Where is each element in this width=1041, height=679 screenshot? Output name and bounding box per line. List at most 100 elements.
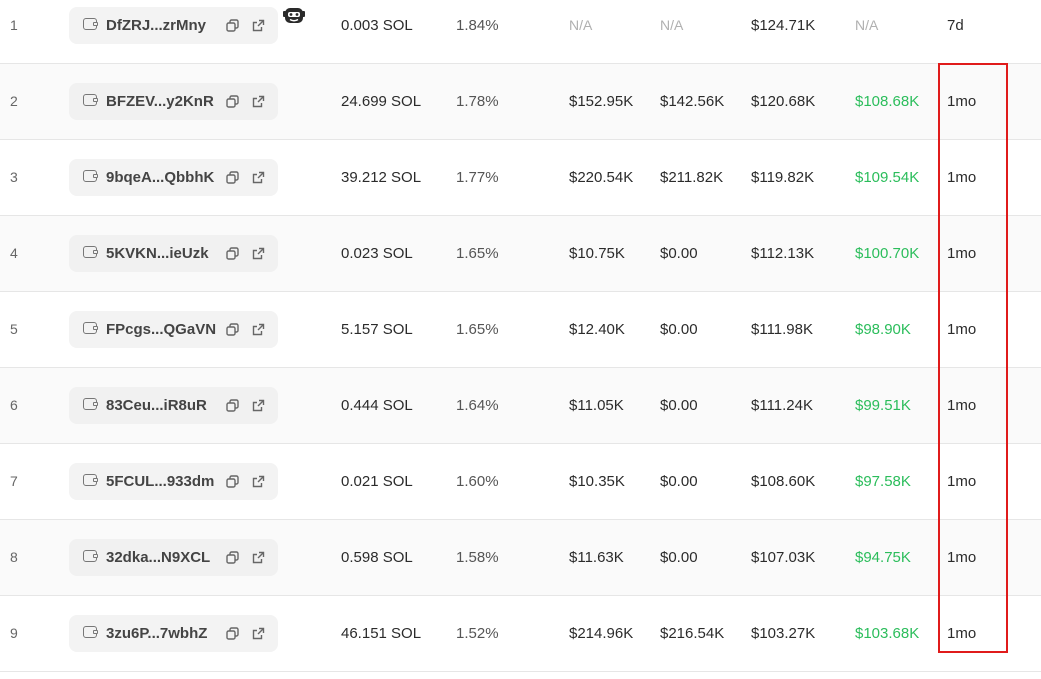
sold-value: $0.00 (660, 397, 698, 414)
wallet-address[interactable]: 5FCUL...933dm (106, 473, 215, 490)
wallet-icon (83, 18, 98, 30)
holding-value: $111.98K (751, 321, 813, 338)
table-row[interactable]: 3 9bqeA...QbbhK 39.212 SOL 1.77% $220.54K $21… (0, 140, 1041, 216)
bought-value: $152.95K (569, 93, 634, 110)
copy-icon[interactable] (226, 171, 239, 184)
external-link-icon[interactable] (252, 247, 265, 260)
wallet-icon (83, 246, 98, 258)
bought-value: $11.63K (569, 549, 624, 566)
bot-icon (283, 4, 305, 26)
wallet-address[interactable]: 83Ceu...iR8uR (106, 397, 207, 414)
holding-percent: 1.84% (456, 17, 499, 34)
copy-icon[interactable] (226, 551, 239, 564)
copy-icon[interactable] (226, 19, 239, 32)
age-value: 1mo (947, 397, 977, 414)
holding-value: $120.68K (751, 93, 816, 110)
age-value: 7d (947, 17, 964, 34)
external-link-icon[interactable] (252, 475, 265, 488)
wallet-address-chip[interactable]: FPcgs...QGaVN (69, 311, 278, 348)
wallet-address[interactable]: 32dka...N9XCL (106, 549, 211, 566)
wallet-address[interactable]: BFZEV...y2KnR (106, 93, 214, 110)
holding-percent: 1.52% (456, 625, 499, 642)
table-row[interactable]: 1 DfZRJ...zrMny 0.003 SOL 1.84% N/A N/A $124.7… (0, 0, 1041, 64)
holding-percent: 1.60% (456, 473, 499, 490)
wallet-icon (83, 94, 98, 106)
wallet-address-chip[interactable]: 9bqeA...QbbhK (69, 159, 278, 196)
copy-icon[interactable] (226, 475, 239, 488)
wallet-icon (83, 398, 98, 410)
wallet-address[interactable]: FPcgs...QGaVN (106, 321, 217, 338)
pnl-value: $103.68K (855, 625, 920, 642)
wallet-address-chip[interactable]: BFZEV...y2KnR (69, 83, 278, 120)
pnl-value: $98.90K (855, 321, 911, 338)
holding-percent: 1.64% (456, 397, 499, 414)
holding-value: $108.60K (751, 473, 816, 490)
rank-cell: 8 (10, 549, 18, 565)
copy-icon[interactable] (226, 399, 239, 412)
rank-cell: 4 (10, 245, 18, 261)
sol-balance: 46.151 SOL (341, 625, 422, 642)
copy-icon[interactable] (226, 95, 239, 108)
external-link-icon[interactable] (252, 399, 265, 412)
table-row[interactable]: 2 BFZEV...y2KnR 24.699 SOL 1.78% $152.95K $14… (0, 64, 1041, 140)
sold-value: $211.82K (660, 169, 724, 186)
sol-balance: 0.598 SOL (341, 549, 413, 566)
table-row[interactable]: 6 83Ceu...iR8uR 0.444 SOL 1.64% $11.05K $0.00… (0, 368, 1041, 444)
age-value: 1mo (947, 169, 977, 186)
rank-cell: 1 (10, 17, 18, 33)
rank-cell: 9 (10, 625, 18, 641)
table-row[interactable]: 7 5FCUL...933dm 0.021 SOL 1.60% $10.35K $0.00… (0, 444, 1041, 520)
holding-percent: 1.65% (456, 321, 499, 338)
table-row[interactable]: 4 5KVKN...ieUzk 0.023 SOL 1.65% $10.75K $0.00… (0, 216, 1041, 292)
wallet-address[interactable]: 3zu6P...7wbhZ (106, 625, 208, 642)
sol-balance: 0.003 SOL (341, 17, 413, 34)
wallet-address-chip[interactable]: DfZRJ...zrMny (69, 7, 278, 44)
copy-icon[interactable] (226, 247, 239, 260)
rank-cell: 3 (10, 169, 18, 185)
holding-percent: 1.65% (456, 245, 499, 262)
age-value: 1mo (947, 93, 977, 110)
sol-balance: 0.444 SOL (341, 397, 413, 414)
sold-value: $0.00 (660, 321, 698, 338)
external-link-icon[interactable] (252, 19, 265, 32)
sold-value: $0.00 (660, 245, 698, 262)
holding-percent: 1.77% (456, 169, 499, 186)
external-link-icon[interactable] (252, 323, 265, 336)
holding-value: $111.24K (751, 397, 813, 414)
pnl-value: $109.54K (855, 169, 920, 186)
copy-icon[interactable] (226, 323, 239, 336)
holding-percent: 1.78% (456, 93, 499, 110)
table-row[interactable]: 5 FPcgs...QGaVN 5.157 SOL 1.65% $12.40K $0.00… (0, 292, 1041, 368)
wallet-address[interactable]: 5KVKN...ieUzk (106, 245, 209, 262)
sold-value: N/A (660, 17, 684, 33)
pnl-value: $108.68K (855, 93, 920, 110)
pnl-value: $99.51K (855, 397, 911, 414)
wallet-address-chip[interactable]: 83Ceu...iR8uR (69, 387, 278, 424)
age-value: 1mo (947, 321, 977, 338)
pnl-value: $94.75K (855, 549, 911, 566)
bought-value: $10.75K (569, 245, 625, 262)
table-row[interactable]: 9 3zu6P...7wbhZ 46.151 SOL 1.52% $214.96K $21… (0, 596, 1041, 672)
external-link-icon[interactable] (252, 551, 265, 564)
external-link-icon[interactable] (252, 171, 265, 184)
wallet-icon (83, 322, 98, 334)
rank-cell: 7 (10, 473, 18, 489)
age-value: 1mo (947, 625, 977, 642)
wallet-address-chip[interactable]: 32dka...N9XCL (69, 539, 278, 576)
bought-value: N/A (569, 17, 593, 33)
age-value: 1mo (947, 473, 977, 490)
external-link-icon[interactable] (252, 95, 265, 108)
copy-icon[interactable] (226, 627, 239, 640)
wallet-address-chip[interactable]: 3zu6P...7wbhZ (69, 615, 278, 652)
pnl-value: $100.70K (855, 245, 920, 262)
wallet-address-chip[interactable]: 5FCUL...933dm (69, 463, 278, 500)
holding-percent: 1.58% (456, 549, 499, 566)
pnl-value: N/A (855, 17, 879, 33)
wallet-address[interactable]: DfZRJ...zrMny (106, 17, 207, 34)
wallet-address[interactable]: 9bqeA...QbbhK (106, 169, 215, 186)
external-link-icon[interactable] (252, 627, 265, 640)
wallet-icon (83, 626, 98, 638)
wallet-address-chip[interactable]: 5KVKN...ieUzk (69, 235, 278, 272)
table-row[interactable]: 8 32dka...N9XCL 0.598 SOL 1.58% $11.63K $0.00… (0, 520, 1041, 596)
